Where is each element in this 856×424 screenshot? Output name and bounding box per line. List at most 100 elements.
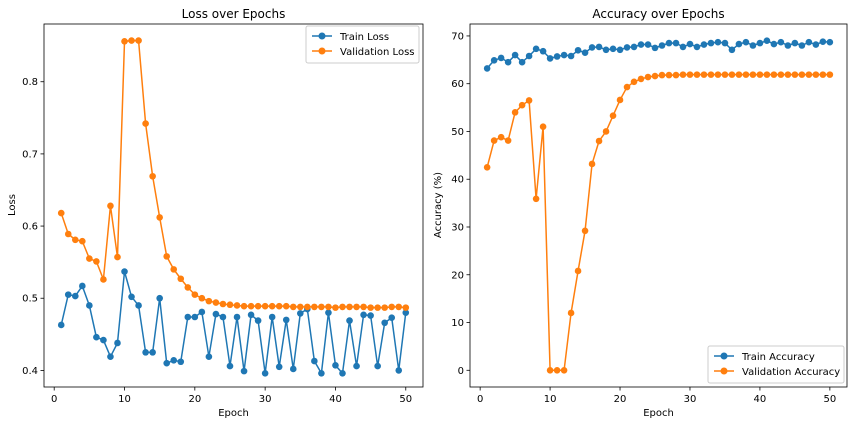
data-point-train-accuracy bbox=[735, 40, 743, 48]
data-point-validation-loss bbox=[149, 172, 156, 180]
series-line-train-loss bbox=[60, 270, 407, 375]
accuracy-chart-ylabel: Accuracy (%) bbox=[433, 172, 444, 238]
data-point-validation-loss bbox=[93, 258, 100, 265]
data-point-validation-accuracy bbox=[560, 366, 568, 374]
loss-x-tick-label: 30 bbox=[259, 394, 272, 405]
data-point-train-accuracy bbox=[504, 58, 512, 66]
data-point-validation-accuracy bbox=[672, 71, 680, 79]
data-point-train-loss bbox=[121, 268, 128, 275]
data-point-train-accuracy bbox=[644, 41, 652, 48]
data-point-train-accuracy bbox=[721, 39, 729, 47]
data-point-train-accuracy bbox=[693, 43, 701, 51]
data-point-train-loss bbox=[254, 317, 262, 324]
data-point-validation-loss bbox=[156, 214, 163, 221]
data-point-train-accuracy bbox=[637, 41, 645, 48]
data-point-validation-accuracy bbox=[483, 163, 491, 171]
data-point-validation-accuracy bbox=[658, 71, 666, 79]
data-point-validation-accuracy bbox=[546, 366, 554, 374]
data-point-validation-loss bbox=[71, 236, 79, 244]
loss-x-tick-label: 20 bbox=[188, 394, 201, 405]
data-point-validation-accuracy bbox=[665, 71, 673, 79]
data-point-validation-accuracy bbox=[595, 137, 603, 145]
accuracy-chart: Accuracy over Epochs Epoch Accuracy (%) … bbox=[433, 7, 848, 419]
data-point-validation-accuracy bbox=[644, 73, 652, 81]
accuracy-chart-title: Accuracy over Epochs bbox=[592, 7, 724, 21]
data-point-validation-accuracy bbox=[735, 71, 743, 78]
legend-marker-train-loss bbox=[318, 32, 326, 40]
loss-y-tick-label: 0.6 bbox=[22, 222, 38, 233]
data-point-train-accuracy bbox=[805, 38, 813, 46]
loss-chart-xlabel: Epoch bbox=[218, 408, 249, 419]
legend-frame bbox=[707, 345, 845, 384]
data-point-validation-loss bbox=[170, 266, 178, 273]
data-point-train-loss bbox=[86, 302, 93, 309]
data-point-validation-accuracy bbox=[637, 75, 645, 83]
accuracy-y-tick-label: 30 bbox=[451, 222, 464, 233]
data-point-validation-loss bbox=[121, 38, 128, 45]
data-point-validation-accuracy bbox=[777, 71, 785, 78]
data-point-validation-accuracy bbox=[798, 71, 806, 78]
accuracy-y-tick-label: 60 bbox=[451, 79, 464, 90]
data-point-train-accuracy bbox=[567, 52, 575, 60]
data-point-train-accuracy bbox=[777, 38, 785, 46]
legend-marker-validation-accuracy bbox=[720, 367, 728, 375]
loss-chart-title: Loss over Epochs bbox=[182, 7, 286, 21]
data-point-validation-loss bbox=[325, 303, 332, 311]
legend-marker-validation-loss bbox=[318, 47, 326, 55]
data-point-train-loss bbox=[374, 362, 381, 370]
data-point-validation-loss bbox=[142, 120, 149, 127]
data-point-train-loss bbox=[332, 362, 339, 369]
data-point-train-accuracy bbox=[630, 43, 638, 51]
data-point-train-loss bbox=[297, 310, 304, 317]
data-point-validation-accuracy bbox=[770, 71, 778, 78]
accuracy-chart-legend: Train Accuracy Validation Accuracy bbox=[707, 345, 845, 384]
data-point-validation-loss bbox=[395, 303, 403, 311]
data-point-train-loss bbox=[325, 309, 332, 316]
data-point-train-accuracy bbox=[511, 51, 519, 59]
data-point-train-loss bbox=[170, 357, 178, 364]
data-point-validation-loss bbox=[261, 302, 269, 310]
accuracy-x-tick-label: 40 bbox=[754, 394, 767, 405]
data-point-train-accuracy bbox=[658, 42, 666, 49]
data-point-validation-loss bbox=[86, 255, 93, 262]
data-point-train-loss bbox=[156, 294, 163, 302]
data-point-validation-loss bbox=[332, 304, 339, 311]
data-point-train-loss bbox=[233, 313, 241, 321]
data-point-validation-loss bbox=[240, 302, 248, 310]
data-point-validation-loss bbox=[64, 230, 72, 238]
data-point-validation-loss bbox=[282, 302, 290, 310]
data-point-train-accuracy bbox=[819, 38, 827, 45]
data-point-validation-loss bbox=[79, 237, 86, 245]
data-point-train-accuracy bbox=[546, 55, 554, 62]
data-point-validation-loss bbox=[353, 303, 360, 311]
accuracy-y-tick-label: 50 bbox=[451, 127, 464, 138]
data-point-train-loss bbox=[275, 363, 283, 371]
accuracy-y-tick-label: 10 bbox=[451, 318, 464, 329]
data-point-train-accuracy bbox=[763, 37, 771, 45]
data-point-validation-accuracy bbox=[784, 71, 792, 78]
loss-x-tick-label: 40 bbox=[329, 394, 342, 405]
data-point-train-loss bbox=[219, 313, 227, 321]
data-point-train-accuracy bbox=[742, 38, 750, 46]
loss-x-tick-label: 50 bbox=[399, 394, 412, 405]
data-point-train-loss bbox=[57, 321, 65, 329]
data-point-validation-accuracy bbox=[756, 71, 764, 78]
data-point-validation-accuracy bbox=[504, 137, 512, 144]
loss-chart-ylabel: Loss bbox=[7, 194, 18, 216]
data-point-validation-accuracy bbox=[728, 71, 736, 78]
data-point-validation-accuracy bbox=[812, 71, 820, 78]
data-point-validation-accuracy bbox=[574, 267, 582, 275]
legend-label-validation-loss: Validation Loss bbox=[340, 47, 415, 58]
data-point-validation-accuracy bbox=[511, 109, 519, 116]
data-point-validation-loss bbox=[212, 299, 220, 306]
data-point-train-loss bbox=[318, 369, 325, 377]
data-point-validation-accuracy bbox=[532, 195, 540, 203]
data-point-validation-accuracy bbox=[651, 72, 659, 80]
data-point-train-accuracy bbox=[588, 44, 596, 51]
data-point-train-accuracy bbox=[651, 44, 659, 52]
data-point-train-accuracy bbox=[770, 40, 778, 48]
data-point-validation-accuracy bbox=[700, 71, 708, 78]
data-point-train-accuracy bbox=[616, 46, 624, 54]
legend-frame bbox=[305, 25, 420, 64]
